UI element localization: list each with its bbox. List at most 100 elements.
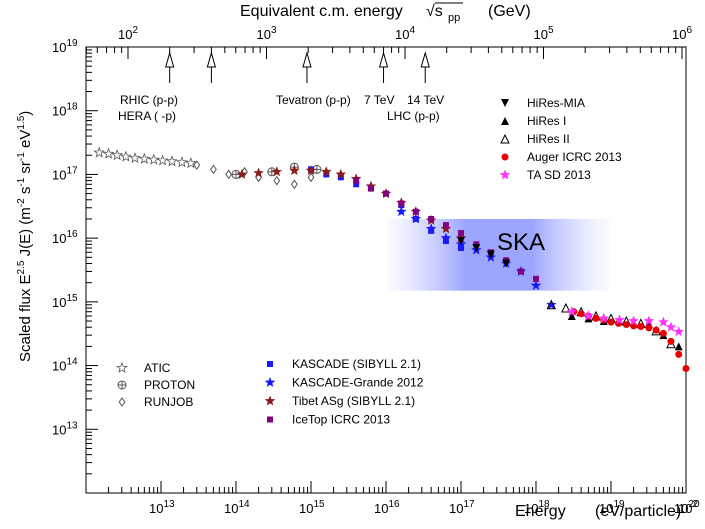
top-axis-sqrt-sub: pp [448,12,460,24]
legend-marker-runjob [118,397,126,407]
x-tick-label: 1014 [224,499,250,516]
accelerator-label: LHC (p-p) [387,109,440,123]
accelerator-arrowhead [206,51,217,68]
data-point-runjob [290,179,298,190]
data-point-ta-sd-2013 [673,325,685,337]
data-point-atic [156,154,169,166]
top-axis-title: Equivalent c.m. energy [240,3,403,20]
accelerator-arrowhead [378,51,389,68]
data-point-hires-mia [457,237,465,246]
data-point-auger-icrc-2013 [637,323,645,331]
data-point-auger-icrc-2013 [645,324,653,332]
legend-marker-atic [116,361,128,373]
data-point-ta-sd-2013 [614,314,625,325]
data-point-icetop-icrc-2013 [398,200,405,207]
legend-label-atic: ATIC [144,361,171,375]
data-point-atic [147,153,160,165]
legend-label-hires-i: HiRes I [527,114,566,128]
data-point-runjob [307,172,315,183]
top-tick-label: 106 [672,25,692,42]
top-tick-label: 105 [534,25,554,42]
data-point-auger-icrc-2013 [659,329,667,337]
legend-marker-hires-mia [501,99,509,107]
data-point-atic [119,150,132,162]
legend-label-ta-sd-2013: TA SD 2013 [527,168,591,182]
data-point-hires-mia [502,259,511,268]
legend-label-auger-icrc-2013: Auger ICRC 2013 [527,150,622,164]
data-point-ta-sd-2013 [598,312,610,323]
x-tick-label: 1013 [149,499,175,516]
accelerator-label: 14 TeV [407,93,444,107]
legend-marker-proton [117,380,127,390]
legend-marker-auger-icrc-2013 [501,153,509,161]
legend-marker-hires-ii [500,133,510,144]
data-point-ta-sd-2013 [643,315,655,326]
data-point-auger-icrc-2013 [607,318,615,326]
y-tick-label: 1018 [52,102,78,119]
data-point-tibet-asg-sibyll-2-1 [335,168,347,180]
legend-label-runjob: RUNJOB [144,395,193,409]
data-point-runjob [193,160,201,170]
data-point-auger-icrc-2013 [667,337,675,345]
legend-label-icetop-icrc-2013: IceTop ICRC 2013 [292,413,390,427]
data-point-runjob [225,169,233,180]
data-point-kascade-grande-2012 [425,223,437,234]
data-point-kascade-sibyll-2-1 [323,171,330,178]
accelerator-label: HERA ( -p) [118,109,176,123]
data-point-tibet-asg-sibyll-2-1 [288,164,300,176]
ska-label: SKA [497,229,545,256]
data-point-atic [93,146,106,158]
accelerator-arrowhead [302,51,312,68]
data-point-ta-sd-2013 [628,315,639,326]
legend-marker-ta-sd-2013 [499,169,511,180]
data-point-tibet-asg-sibyll-2-1 [305,164,317,176]
series-ta-sd-2013 [566,305,685,337]
data-point-atic [111,149,123,161]
data-point-tibet-asg-sibyll-2-1 [320,166,332,177]
data-point-atic [185,157,197,169]
y-tick-label: 1016 [52,229,78,246]
legend-marker-icetop-icrc-2013 [267,416,273,423]
data-point-icetop-icrc-2013 [383,190,389,197]
x-tick-label: 1015 [299,499,325,516]
data-point-kascade-grande-2012 [530,279,542,291]
x-axis-title: Energy [515,503,566,520]
series-icetop-icrc-2013 [353,177,539,282]
data-point-icetop-icrc-2013 [428,215,435,222]
data-point-atic [129,152,141,164]
top-tick-label: 103 [257,25,277,42]
data-point-auger-icrc-2013 [592,314,600,322]
data-point-kascade-grande-2012 [410,213,422,224]
data-point-tibet-asg-sibyll-2-1 [440,223,452,234]
data-point-hires-i [674,342,683,351]
data-point-ta-sd-2013 [566,305,578,317]
series-runjob [193,160,315,190]
top-axis-unit: (GeV) [488,3,531,20]
legend-marker-kascade-grande-2012 [264,376,276,388]
x-axis-unit: (eV/particle) [595,503,681,520]
data-point-kascade-sibyll-2-1 [442,238,449,245]
data-point-auger-icrc-2013 [577,310,585,318]
accelerator-label: RHIC (p-p) [120,93,178,107]
data-point-ta-sd-2013 [665,321,677,332]
y-tick-label: 1017 [52,165,78,182]
data-point-atic [102,147,115,159]
data-point-icetop-icrc-2013 [458,230,464,237]
data-point-kascade-sibyll-2-1 [458,245,464,252]
legend-label-kascade-sibyll-2-1: KASCADE (SIBYLL 2.1) [292,357,421,371]
data-point-hires-mia [486,250,495,259]
data-point-runjob [241,166,248,177]
accelerator-arrowhead [165,51,175,68]
top-tick-label: 102 [118,25,138,42]
legend-label-proton: PROTON [144,378,195,392]
data-point-kascade-sibyll-2-1 [337,174,344,181]
y-tick-label: 1014 [52,357,78,374]
data-point-runjob [210,164,217,175]
legend-label-tibet-asg-sibyll-2-1: Tibet ASg (SIBYLL 2.1) [292,394,415,408]
legend-marker-kascade-sibyll-2-1 [267,361,273,367]
data-point-atic [166,155,178,167]
data-point-auger-icrc-2013 [682,364,690,372]
data-point-atic [138,152,151,164]
legend-marker-tibet-asg-sibyll-2-1 [264,395,276,406]
data-point-kascade-sibyll-2-1 [353,181,360,188]
